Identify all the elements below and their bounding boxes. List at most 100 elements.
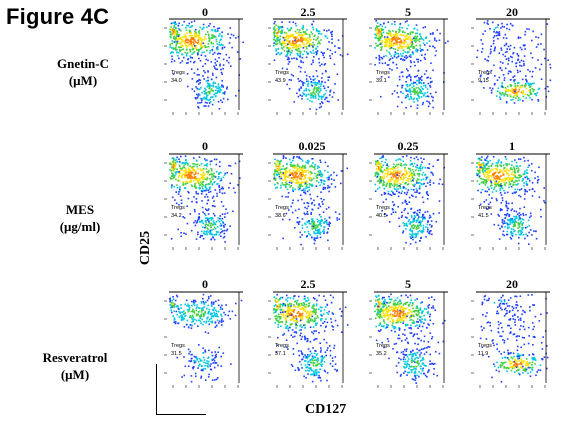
event-dot bbox=[497, 224, 500, 227]
event-dot bbox=[514, 183, 517, 186]
event-dot bbox=[419, 166, 421, 169]
event-dot bbox=[290, 34, 293, 36]
event-dot bbox=[208, 297, 210, 300]
event-dot bbox=[193, 361, 196, 364]
event-dot bbox=[514, 159, 516, 161]
event-dot bbox=[301, 28, 304, 30]
event-dot bbox=[419, 50, 422, 52]
event-dot bbox=[181, 40, 184, 43]
event-dot bbox=[391, 23, 393, 25]
event-dot bbox=[286, 83, 288, 86]
event-dot bbox=[382, 180, 384, 182]
event-dot bbox=[323, 230, 326, 233]
event-dot bbox=[294, 164, 296, 167]
event-dot bbox=[307, 52, 309, 55]
event-dot bbox=[378, 58, 380, 60]
event-dot bbox=[512, 225, 515, 228]
event-dot bbox=[508, 214, 511, 216]
event-dot bbox=[386, 37, 389, 39]
event-dot bbox=[383, 175, 385, 177]
event-dot bbox=[174, 29, 177, 31]
event-dot bbox=[313, 238, 315, 241]
event-dot bbox=[185, 174, 187, 176]
event-dot bbox=[524, 170, 526, 172]
event-dot bbox=[518, 216, 521, 219]
event-dot bbox=[277, 182, 279, 185]
event-dot bbox=[281, 168, 283, 170]
event-dot bbox=[383, 22, 385, 25]
event-dot bbox=[221, 35, 223, 38]
event-dot bbox=[484, 184, 487, 186]
event-dot bbox=[409, 60, 412, 62]
event-dot bbox=[311, 158, 313, 160]
event-dot bbox=[207, 219, 210, 221]
event-dot bbox=[210, 303, 213, 305]
event-dot bbox=[218, 86, 220, 89]
event-dot bbox=[207, 43, 210, 45]
event-dot bbox=[397, 53, 399, 55]
event-dot bbox=[491, 168, 494, 171]
event-dot bbox=[275, 24, 277, 26]
event-dot bbox=[486, 59, 488, 62]
event-dot bbox=[498, 52, 501, 54]
event-dot bbox=[486, 180, 488, 183]
event-dot bbox=[213, 234, 216, 236]
event-dot bbox=[279, 171, 282, 174]
event-dot bbox=[280, 30, 283, 32]
event-dot bbox=[210, 295, 212, 297]
event-dot bbox=[222, 205, 225, 207]
event-dot bbox=[195, 313, 198, 315]
event-dot bbox=[288, 21, 291, 23]
event-dot bbox=[379, 169, 382, 172]
event-dot bbox=[197, 83, 200, 85]
event-dot bbox=[405, 54, 407, 57]
event-dot bbox=[318, 174, 321, 176]
event-dot bbox=[298, 31, 300, 33]
event-dot bbox=[219, 189, 221, 191]
event-dot bbox=[410, 105, 412, 108]
event-dot bbox=[303, 165, 306, 168]
event-dot bbox=[301, 95, 303, 97]
event-dot bbox=[282, 183, 284, 186]
event-dot bbox=[514, 85, 516, 87]
event-dot bbox=[306, 300, 308, 302]
event-dot bbox=[298, 34, 301, 37]
event-dot bbox=[277, 172, 280, 174]
event-dot bbox=[374, 63, 376, 66]
event-dot bbox=[511, 208, 514, 210]
event-dot bbox=[175, 43, 178, 45]
conc-label: 5 bbox=[405, 5, 411, 19]
event-dot bbox=[392, 204, 395, 207]
event-dot bbox=[299, 172, 302, 174]
event-dot bbox=[409, 236, 412, 238]
event-dot bbox=[178, 310, 180, 313]
event-dot bbox=[173, 304, 175, 306]
event-dot bbox=[390, 178, 393, 180]
event-dot bbox=[377, 180, 380, 182]
event-dot bbox=[283, 42, 285, 45]
event-dot bbox=[424, 167, 427, 169]
event-dot bbox=[210, 37, 213, 39]
event-dot bbox=[182, 181, 185, 183]
event-dot bbox=[431, 80, 433, 83]
event-dot bbox=[221, 318, 223, 320]
event-dot bbox=[300, 172, 303, 174]
event-dot bbox=[515, 167, 518, 170]
event-dot bbox=[196, 357, 199, 360]
event-dot bbox=[228, 164, 230, 167]
event-dot bbox=[172, 298, 175, 300]
event-dot bbox=[291, 165, 294, 167]
event-dot bbox=[221, 213, 224, 215]
event-dot bbox=[309, 78, 312, 80]
event-dot bbox=[389, 186, 391, 188]
event-dot bbox=[520, 231, 522, 233]
event-dot bbox=[418, 79, 420, 81]
event-dot bbox=[192, 43, 195, 46]
event-dot bbox=[497, 162, 499, 164]
event-dot bbox=[511, 221, 514, 224]
event-dot bbox=[534, 171, 536, 174]
event-dot bbox=[402, 230, 405, 232]
event-dot bbox=[505, 163, 507, 165]
event-dot bbox=[201, 185, 203, 188]
event-dot bbox=[305, 95, 307, 97]
